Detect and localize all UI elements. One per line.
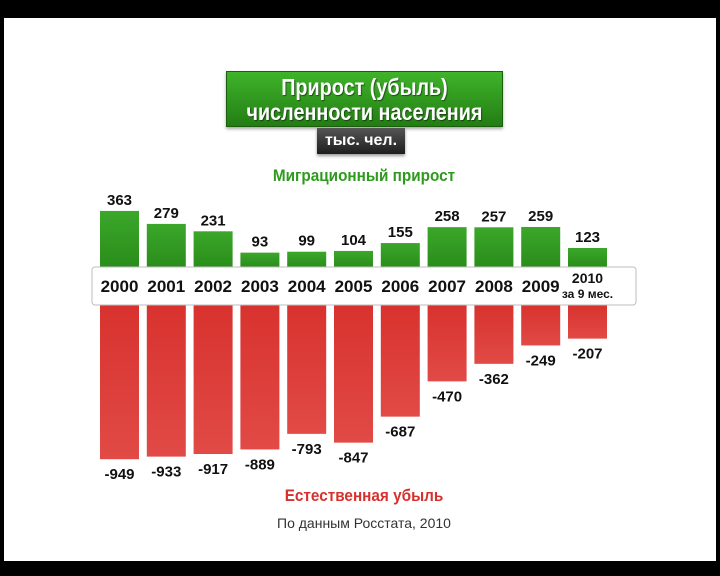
data-label-migration-2001: 279: [154, 205, 179, 222]
bar-natural-decline-2006: [380, 305, 420, 417]
data-label-natural-decline-2010: -207: [572, 346, 602, 363]
bar-natural-decline-2009: [521, 305, 561, 346]
data-label-migration-2006: 155: [388, 224, 413, 241]
bar-natural-decline-2004: [287, 305, 327, 434]
series-label-natural-decline: Естественная убыль: [284, 486, 444, 505]
tick-label-2001: 2001: [147, 277, 185, 296]
bar-migration-2009: [521, 226, 561, 267]
tick-label-2002: 2002: [194, 277, 232, 296]
tick-label-2007: 2007: [428, 277, 466, 296]
data-label-migration-2010: 123: [575, 229, 600, 246]
chart-title-box: Прирост (убыль) численности населения: [226, 71, 503, 127]
chart-title-line-2: численности населения: [246, 99, 483, 125]
bar-migration-2002: [193, 231, 233, 267]
chart-title-line-1: Прирост (убыль): [281, 74, 448, 100]
bar-natural-decline-2003: [240, 305, 280, 450]
tick-label-2004: 2004: [288, 277, 326, 296]
chart-frame: Прирост (убыль) численности населения ты…: [4, 18, 716, 561]
data-label-migration-2008: 257: [481, 208, 506, 225]
data-label-natural-decline-2004: -793: [292, 441, 322, 458]
bar-migration-2004: [287, 251, 327, 267]
data-label-natural-decline-2006: -687: [385, 424, 415, 441]
tick-label-2000: 2000: [101, 277, 139, 296]
bar-migration-2001: [146, 223, 186, 267]
series-label-migration: Миграционный прирост: [272, 166, 456, 185]
data-label-migration-2000: 363: [107, 192, 132, 209]
year-band: [91, 266, 637, 306]
data-label-migration-2009: 259: [528, 208, 553, 225]
bar-natural-decline-2010: [568, 305, 607, 339]
data-label-natural-decline-2003: -889: [245, 456, 275, 473]
bar-natural-decline-2005: [334, 305, 373, 443]
bar-natural-decline-2002: [193, 305, 233, 455]
bar-natural-decline-2000: [100, 305, 139, 460]
tick-note-2010: за 9 мес.: [562, 287, 613, 301]
tick-label-2006: 2006: [381, 277, 419, 296]
bar-migration-2008: [474, 227, 514, 267]
bar-migration-2007: [427, 227, 467, 267]
data-label-migration-2007: 258: [435, 208, 460, 225]
data-label-natural-decline-2002: -917: [198, 461, 228, 478]
data-label-migration-2005: 104: [341, 232, 367, 249]
bar-chart: 363 -949 279 -933 231 -917 93 -889 99 -793 104 -847…: [91, 192, 637, 483]
bar-migration-2005: [334, 250, 373, 267]
data-label-natural-decline-2001: -933: [151, 464, 181, 481]
bar-migration-2000: [100, 210, 139, 267]
data-label-natural-decline-2007: -470: [432, 388, 462, 405]
data-label-natural-decline-2008: -362: [479, 371, 509, 388]
data-label-natural-decline-2000: -949: [104, 466, 134, 483]
source-note: По данным Росстата, 2010: [277, 515, 451, 531]
tick-label-2008: 2008: [475, 277, 513, 296]
tick-label-2010: 2010: [572, 270, 603, 286]
bar-migration-2010: [568, 247, 607, 267]
tick-label-2005: 2005: [335, 277, 373, 296]
data-label-natural-decline-2005: -847: [338, 450, 368, 467]
tick-label-2003: 2003: [241, 277, 279, 296]
bar-natural-decline-2007: [427, 305, 467, 382]
bar-natural-decline-2008: [474, 305, 514, 364]
unit-badge: тыс. чел.: [317, 128, 405, 154]
data-label-migration-2003: 93: [252, 234, 269, 251]
bar-natural-decline-2001: [146, 305, 186, 457]
tick-label-2009: 2009: [522, 277, 560, 296]
bar-migration-2003: [240, 252, 280, 267]
data-label-migration-2004: 99: [298, 233, 315, 250]
data-label-migration-2002: 231: [201, 212, 226, 229]
bar-migration-2006: [380, 243, 420, 267]
data-label-natural-decline-2009: -249: [526, 352, 556, 369]
